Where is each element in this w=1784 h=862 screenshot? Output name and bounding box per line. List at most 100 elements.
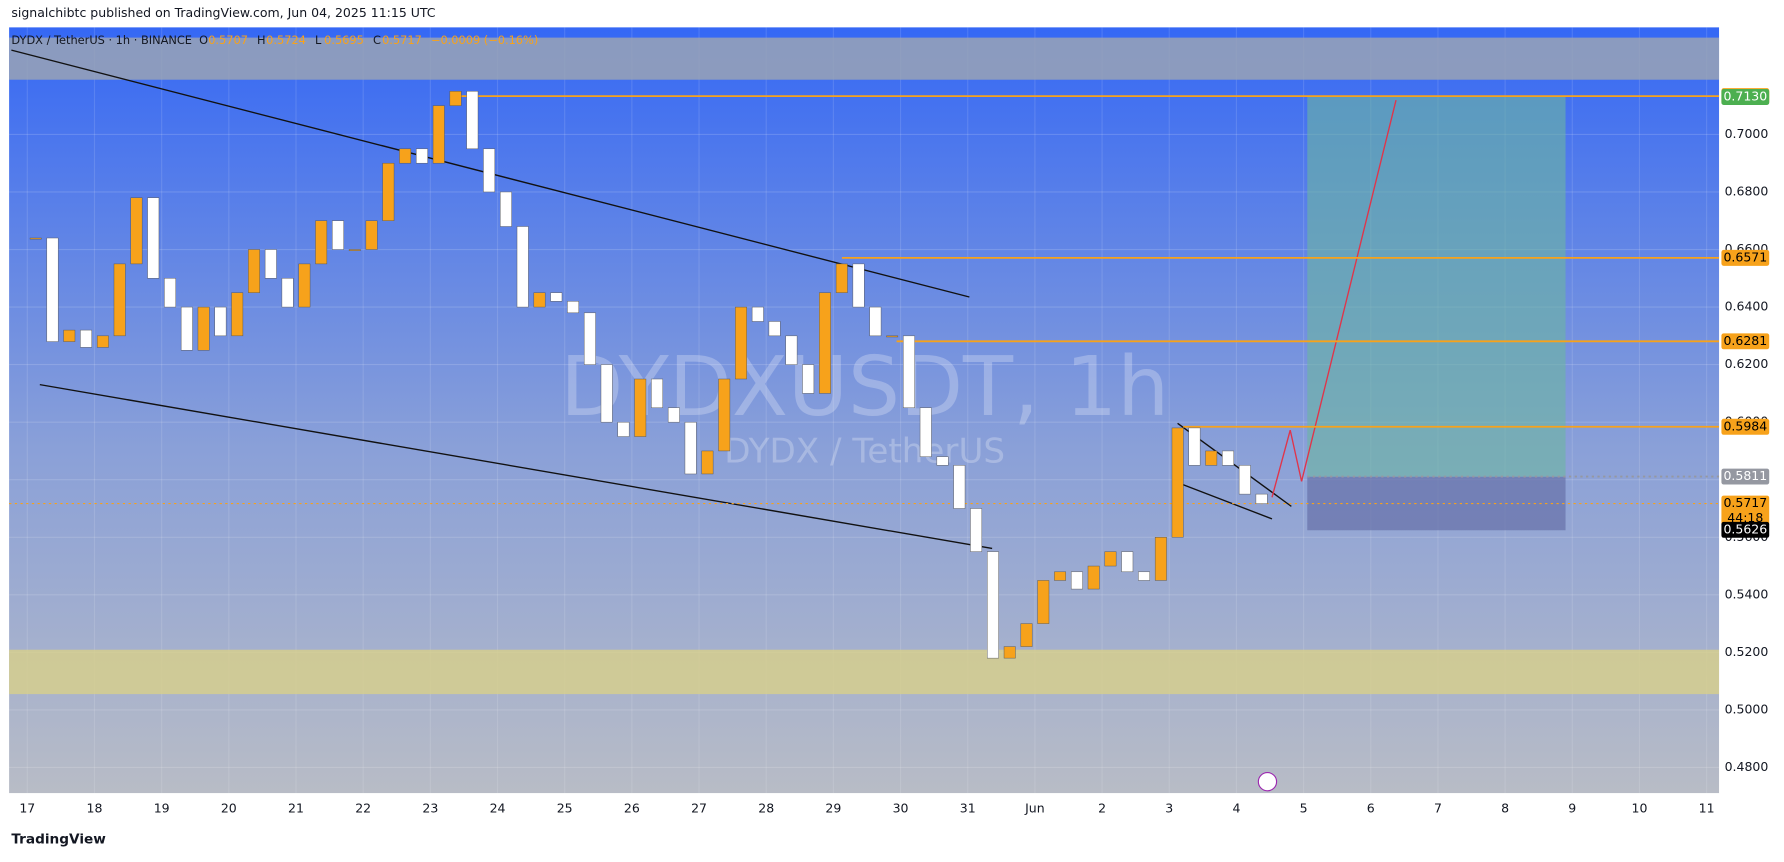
- candle: [1020, 623, 1033, 647]
- x-tick-label: 27: [691, 801, 707, 816]
- watermark-sub: DYDX / TetherUS: [724, 431, 1005, 471]
- candle: [147, 197, 160, 279]
- footer: TradingView: [11, 832, 106, 848]
- candle: [130, 197, 143, 265]
- ohlc-key: L: [315, 33, 322, 47]
- ohlc-value: 0.5717: [382, 33, 422, 47]
- candle: [231, 292, 244, 337]
- candle: [1171, 427, 1184, 538]
- candle: [684, 421, 697, 475]
- candle: [248, 249, 260, 293]
- candle: [600, 364, 613, 423]
- candle: [651, 378, 663, 409]
- x-tick-label: 4: [1232, 801, 1240, 816]
- candle: [264, 249, 277, 279]
- x-tick-label: 3: [1165, 801, 1173, 816]
- candle: [281, 278, 294, 308]
- x-tick-label: 29: [825, 801, 841, 816]
- x-tick-label: 17: [19, 801, 35, 816]
- price-label-box: [1721, 333, 1770, 350]
- candle: [953, 465, 966, 509]
- candle: [751, 306, 764, 322]
- countdown: 44:18: [1727, 510, 1763, 525]
- x-tick-label: 9: [1568, 801, 1576, 816]
- price-label: 0.5811: [1723, 468, 1767, 483]
- symbol: DYDX / TetherUS · 1h · BINANCE: [11, 33, 192, 47]
- candle: [550, 292, 563, 302]
- x-tick-label: 19: [154, 801, 170, 816]
- price-label-box: [1721, 495, 1770, 526]
- y-tick-label: 0.4800: [1725, 759, 1769, 774]
- price-label-box: [1721, 249, 1770, 266]
- candle: [970, 508, 983, 552]
- x-tick-label: 11: [1699, 801, 1715, 816]
- price-label-box: [1721, 89, 1770, 105]
- candle: [802, 364, 815, 394]
- candle: [819, 292, 831, 394]
- candle: [80, 329, 92, 348]
- candle: [1255, 493, 1268, 504]
- candle: [1205, 450, 1218, 466]
- price-axis: [1719, 27, 1784, 794]
- candle: [432, 105, 445, 164]
- candle: [499, 191, 512, 227]
- x-tick-label: 31: [960, 801, 976, 816]
- candle: [516, 226, 529, 308]
- event-icon[interactable]: [1257, 772, 1278, 792]
- candle: [113, 263, 126, 337]
- candle: [29, 237, 42, 240]
- price-label: 0.5626: [1723, 521, 1767, 536]
- x-tick-label: 21: [288, 801, 304, 816]
- y-tick-label: 0.7000: [1725, 126, 1769, 141]
- y-tick-label: 0.6200: [1725, 356, 1769, 371]
- candle: [1121, 551, 1134, 573]
- ohlc-key: C: [373, 33, 381, 47]
- candle: [667, 407, 680, 423]
- candle: [315, 220, 328, 265]
- ohlc-value: 0.5695: [324, 33, 364, 47]
- candle: [466, 91, 479, 150]
- candle: [768, 321, 781, 337]
- candle: [382, 162, 395, 221]
- candle: [449, 91, 462, 106]
- x-tick-label: 25: [557, 801, 573, 816]
- projection-path: [1271, 100, 1397, 498]
- price-label: 0.6281: [1723, 333, 1767, 348]
- candle: [1154, 537, 1167, 581]
- candle: [1070, 571, 1083, 590]
- candle: [483, 148, 496, 193]
- candle: [903, 335, 915, 409]
- candle: [1087, 565, 1100, 590]
- candle: [886, 335, 899, 338]
- x-tick-label: 5: [1300, 801, 1308, 816]
- candle: [936, 456, 949, 466]
- candle: [365, 220, 378, 250]
- candle: [1037, 580, 1050, 624]
- candle: [718, 378, 731, 452]
- x-tick-label: 18: [87, 801, 103, 816]
- candle: [987, 551, 999, 659]
- candle: [1104, 551, 1117, 567]
- candle: [332, 220, 344, 250]
- target-box: [1307, 96, 1566, 477]
- candle: [701, 450, 714, 475]
- candle: [214, 306, 227, 337]
- price-label-box: [1721, 468, 1770, 485]
- candle: [869, 306, 882, 337]
- candle: [1238, 465, 1251, 495]
- candle: [919, 407, 932, 457]
- candle: [1188, 427, 1201, 466]
- x-tick-label: 26: [624, 801, 640, 816]
- price-label: 0.6571: [1723, 249, 1767, 264]
- candle: [735, 306, 747, 380]
- candle: [583, 312, 596, 365]
- support-zone: [9, 649, 1720, 695]
- y-tick-label: 0.6400: [1725, 299, 1769, 314]
- x-tick-label: 22: [355, 801, 371, 816]
- publisher: signalchibtc published on TradingView.co…: [11, 5, 435, 20]
- x-tick-label: 2: [1098, 801, 1106, 816]
- x-tick-label: 8: [1501, 801, 1509, 816]
- y-tick-label: 0.5000: [1725, 701, 1769, 716]
- candle: [399, 148, 412, 164]
